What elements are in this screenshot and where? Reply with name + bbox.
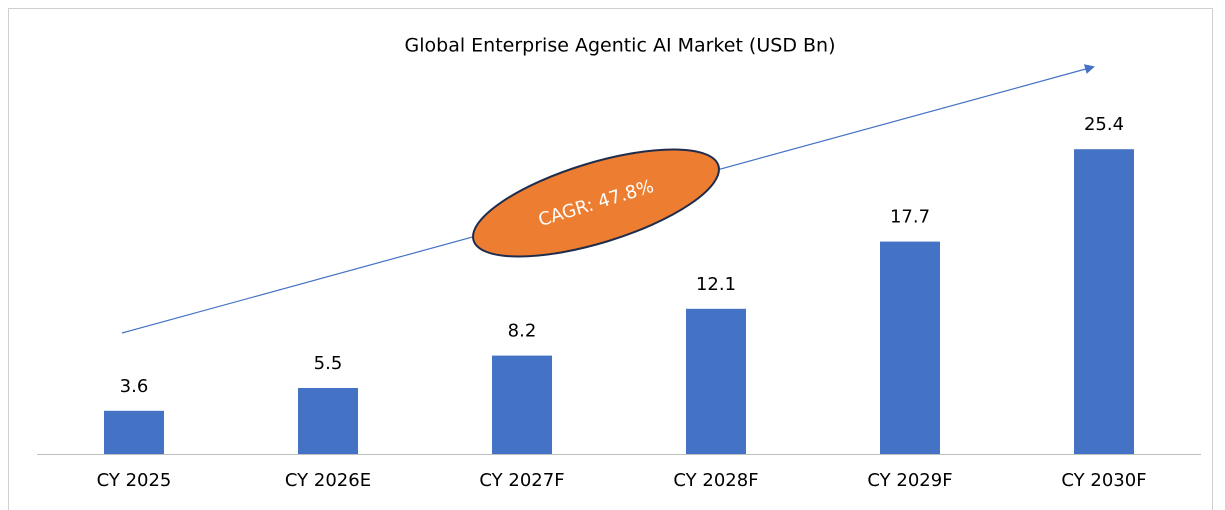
x-tick-label: CY 2029F	[867, 470, 952, 491]
chart-border	[8, 8, 1213, 510]
data-label: 3.6	[120, 376, 149, 397]
data-label: 25.4	[1084, 114, 1124, 135]
data-label: 17.7	[890, 207, 930, 228]
x-tick-label: CY 2030F	[1061, 470, 1146, 491]
x-tick-label: CY 2027F	[479, 470, 564, 491]
bar	[880, 241, 940, 454]
x-tick-label: CY 2025	[97, 470, 172, 491]
cagr-ellipse	[472, 148, 720, 258]
x-tick-label: CY 2028F	[673, 470, 758, 491]
cagr-badge: CAGR: 47.8%	[472, 148, 720, 258]
data-label: 8.2	[508, 321, 537, 342]
bar	[492, 355, 552, 454]
bar	[104, 410, 164, 454]
x-tick-label: CY 2026E	[285, 470, 371, 491]
bar	[298, 388, 358, 454]
bar	[686, 308, 746, 454]
bar	[1074, 149, 1134, 454]
data-label: 12.1	[696, 274, 736, 295]
data-label: 5.5	[314, 353, 343, 374]
chart-title: Global Enterprise Agentic AI Market (USD…	[405, 35, 836, 57]
